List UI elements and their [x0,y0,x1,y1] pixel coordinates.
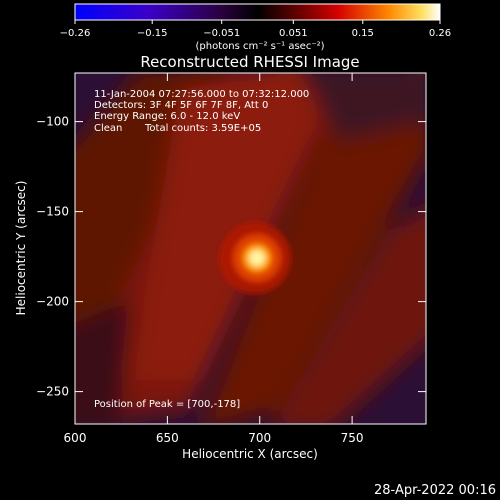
peak-position-label: Position of Peak = [700,-178] [94,399,240,410]
colorbar-tick-label: 0.15 [352,28,374,39]
colorbar-tick-label: 0.26 [429,28,451,39]
total-counts-label: Total counts: 3.59E+05 [144,123,261,134]
x-axis-label: Heliocentric X (arcsec) [182,447,318,461]
energy-range-label: Energy Range: 6.0 - 12.0 keV [94,111,240,122]
y-axis-label: Heliocentric Y (arcsec) [14,181,28,316]
colorbar-unit-label: (photons cm⁻² s⁻¹ asec⁻²) [195,41,324,52]
chart-title: Reconstructed RHESSI Image [140,53,359,71]
colorbar-tick-label: −0.15 [137,28,168,39]
y-tick-label: −150 [36,205,69,219]
y-tick-label: −100 [36,115,69,129]
x-axis-ticks: 600 650 700 750 [64,73,364,445]
y-tick-label: −200 [36,295,69,309]
image-plot [75,73,426,424]
x-tick-label: 600 [64,431,87,445]
colorbar-tick-label: 0.051 [279,28,308,39]
x-tick-label: 650 [156,431,179,445]
plot-frame [74,72,427,425]
colorbar [75,4,440,20]
time-range-label: 11-Jan-2004 07:27:56.000 to 07:32:12.000 [94,89,309,100]
y-tick-label: −250 [36,385,69,399]
y-axis-ticks: −100 −150 −200 −250 [36,115,426,399]
x-tick-label: 700 [248,431,271,445]
detectors-label: Detectors: 3F 4F 5F 6F 7F 8F, Att 0 [94,100,268,111]
colorbar-ticks: −0.26 −0.15 −0.051 0.051 0.15 0.26 [60,20,451,39]
colorbar-tick-label: −0.26 [60,28,91,39]
method-label: Clean [94,123,122,134]
x-tick-label: 750 [341,431,364,445]
footer-date: 28-Apr-2022 00:16 [374,483,496,498]
colorbar-tick-label: −0.051 [203,28,240,39]
